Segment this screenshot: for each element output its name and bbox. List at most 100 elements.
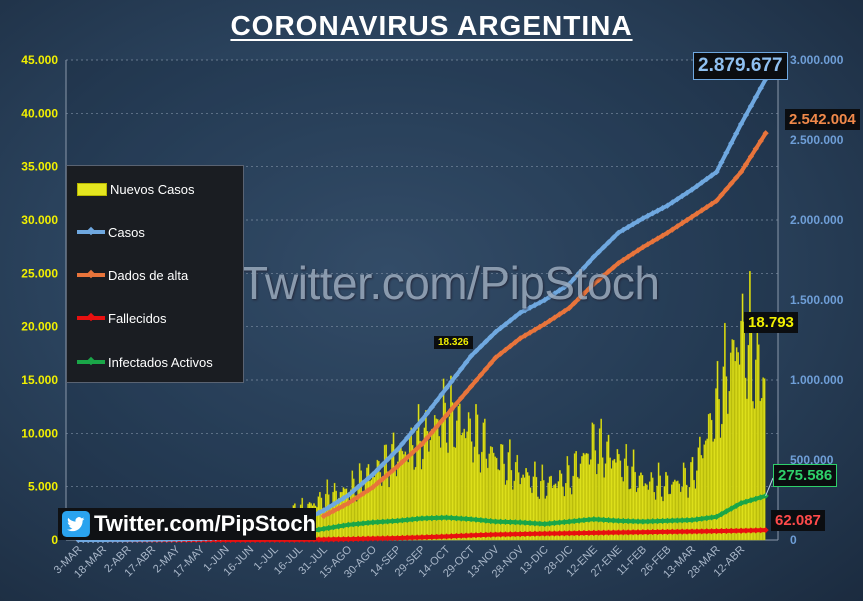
callout-deaths-total: 62.087 <box>771 510 825 531</box>
new-cases-bar <box>671 484 673 541</box>
series-point-active <box>399 517 406 524</box>
new-cases-bar <box>591 422 594 541</box>
series-point-recovered <box>482 366 489 373</box>
new-cases-bar <box>597 463 600 541</box>
series-point-recovered <box>605 268 612 275</box>
new-cases-bar <box>579 463 582 541</box>
new-cases-bar <box>673 479 676 541</box>
series-point-deaths <box>625 529 632 536</box>
series-point-recovered <box>595 276 602 283</box>
series-point-recovered <box>443 412 450 419</box>
new-cases-bar <box>753 408 756 541</box>
series-point-deaths <box>399 534 406 542</box>
new-cases-bar <box>435 418 438 541</box>
series-point-deaths <box>394 534 401 542</box>
series-point-deaths <box>556 530 563 537</box>
series-point-cases <box>448 378 455 385</box>
new-cases-bar <box>738 364 741 541</box>
series-point-deaths <box>590 529 597 536</box>
new-cases-bar <box>355 501 358 541</box>
series-point-active <box>723 508 730 515</box>
series-point-active <box>713 513 720 520</box>
legend-item-fallecidos: Fallecidos <box>77 309 167 327</box>
series-point-active <box>521 519 529 526</box>
right-axis-tick: 2.000.000 <box>790 213 844 227</box>
series-point-active <box>517 519 524 526</box>
series-point-cases <box>423 410 431 417</box>
series-point-active <box>693 516 701 523</box>
series-point-active <box>595 516 602 523</box>
new-cases-bar <box>395 476 398 541</box>
new-cases-bar <box>364 479 367 541</box>
new-cases-bar <box>442 378 445 541</box>
new-cases-bar <box>746 398 748 541</box>
new-cases-bar <box>567 465 570 541</box>
series-point-deaths <box>463 532 470 539</box>
series-point-active <box>369 519 377 526</box>
new-cases-bar <box>709 413 711 541</box>
series-point-cases <box>467 352 475 360</box>
legend-label: Nuevos Casos <box>110 181 195 197</box>
new-cases-bar <box>725 376 728 541</box>
series-point-deaths <box>620 529 627 536</box>
series-point-deaths <box>698 528 705 535</box>
series-point-active <box>752 495 759 502</box>
new-cases-bar <box>473 446 476 541</box>
series-point-cases <box>526 304 534 311</box>
series-point-cases <box>330 501 337 508</box>
new-cases-bar <box>610 468 613 541</box>
new-cases-bar <box>553 484 555 541</box>
new-cases-bar <box>763 378 766 541</box>
new-cases-bar <box>728 391 731 541</box>
new-cases-bar <box>386 471 389 541</box>
new-cases-bar <box>532 476 535 541</box>
new-cases-bar <box>606 441 608 541</box>
callout-recovered-total: 2.542.004 <box>785 109 860 130</box>
series-point-deaths <box>703 528 710 535</box>
series-point-recovered <box>477 371 485 378</box>
new-cases-bar <box>423 427 426 541</box>
new-cases-bar <box>422 458 424 541</box>
new-cases-bar <box>454 447 457 541</box>
series-point-cases <box>413 422 421 430</box>
series-point-active <box>507 518 514 526</box>
series-point-active <box>541 520 548 528</box>
new-cases-bar <box>457 405 460 541</box>
new-cases-bar <box>641 475 644 541</box>
left-axis-tick: 35.000 <box>21 160 58 174</box>
series-point-deaths <box>728 527 735 534</box>
series-point-active <box>467 516 475 523</box>
new-cases-bar <box>411 445 414 541</box>
new-cases-bar <box>626 465 629 541</box>
series-point-active <box>580 517 588 524</box>
new-cases-bar <box>632 449 635 541</box>
new-cases-bar <box>741 293 744 541</box>
legend-line-dados-de-alta <box>77 269 105 279</box>
series-point-deaths <box>683 528 691 535</box>
new-cases-bar <box>417 404 420 541</box>
series-point-active <box>561 518 568 526</box>
twitter-handle: Twitter.com/PipStoch <box>93 511 316 536</box>
new-cases-bar <box>520 477 523 541</box>
new-cases-bar <box>525 467 527 541</box>
series-point-recovered <box>335 505 342 512</box>
right-axis-tick: 500.000 <box>790 453 834 467</box>
new-cases-bar <box>319 491 321 541</box>
new-cases-bar <box>420 469 423 541</box>
new-cases-bar <box>560 473 563 541</box>
new-cases-bar <box>616 449 619 541</box>
series-point-recovered <box>345 500 352 507</box>
legend-item-infectados-activos: Infectados Activos <box>77 353 213 371</box>
new-cases-bar <box>590 459 592 541</box>
new-cases-bar <box>517 472 520 541</box>
new-cases-bar <box>569 487 572 541</box>
new-cases-bar <box>507 452 510 541</box>
series-point-recovered <box>364 487 372 494</box>
new-cases-bar <box>640 472 642 541</box>
new-cases-bar <box>432 430 435 541</box>
series-point-active <box>453 515 460 522</box>
new-cases-bar <box>666 475 669 541</box>
new-cases-bar <box>458 403 461 541</box>
series-point-active <box>458 515 465 522</box>
new-cases-bar <box>551 487 554 541</box>
